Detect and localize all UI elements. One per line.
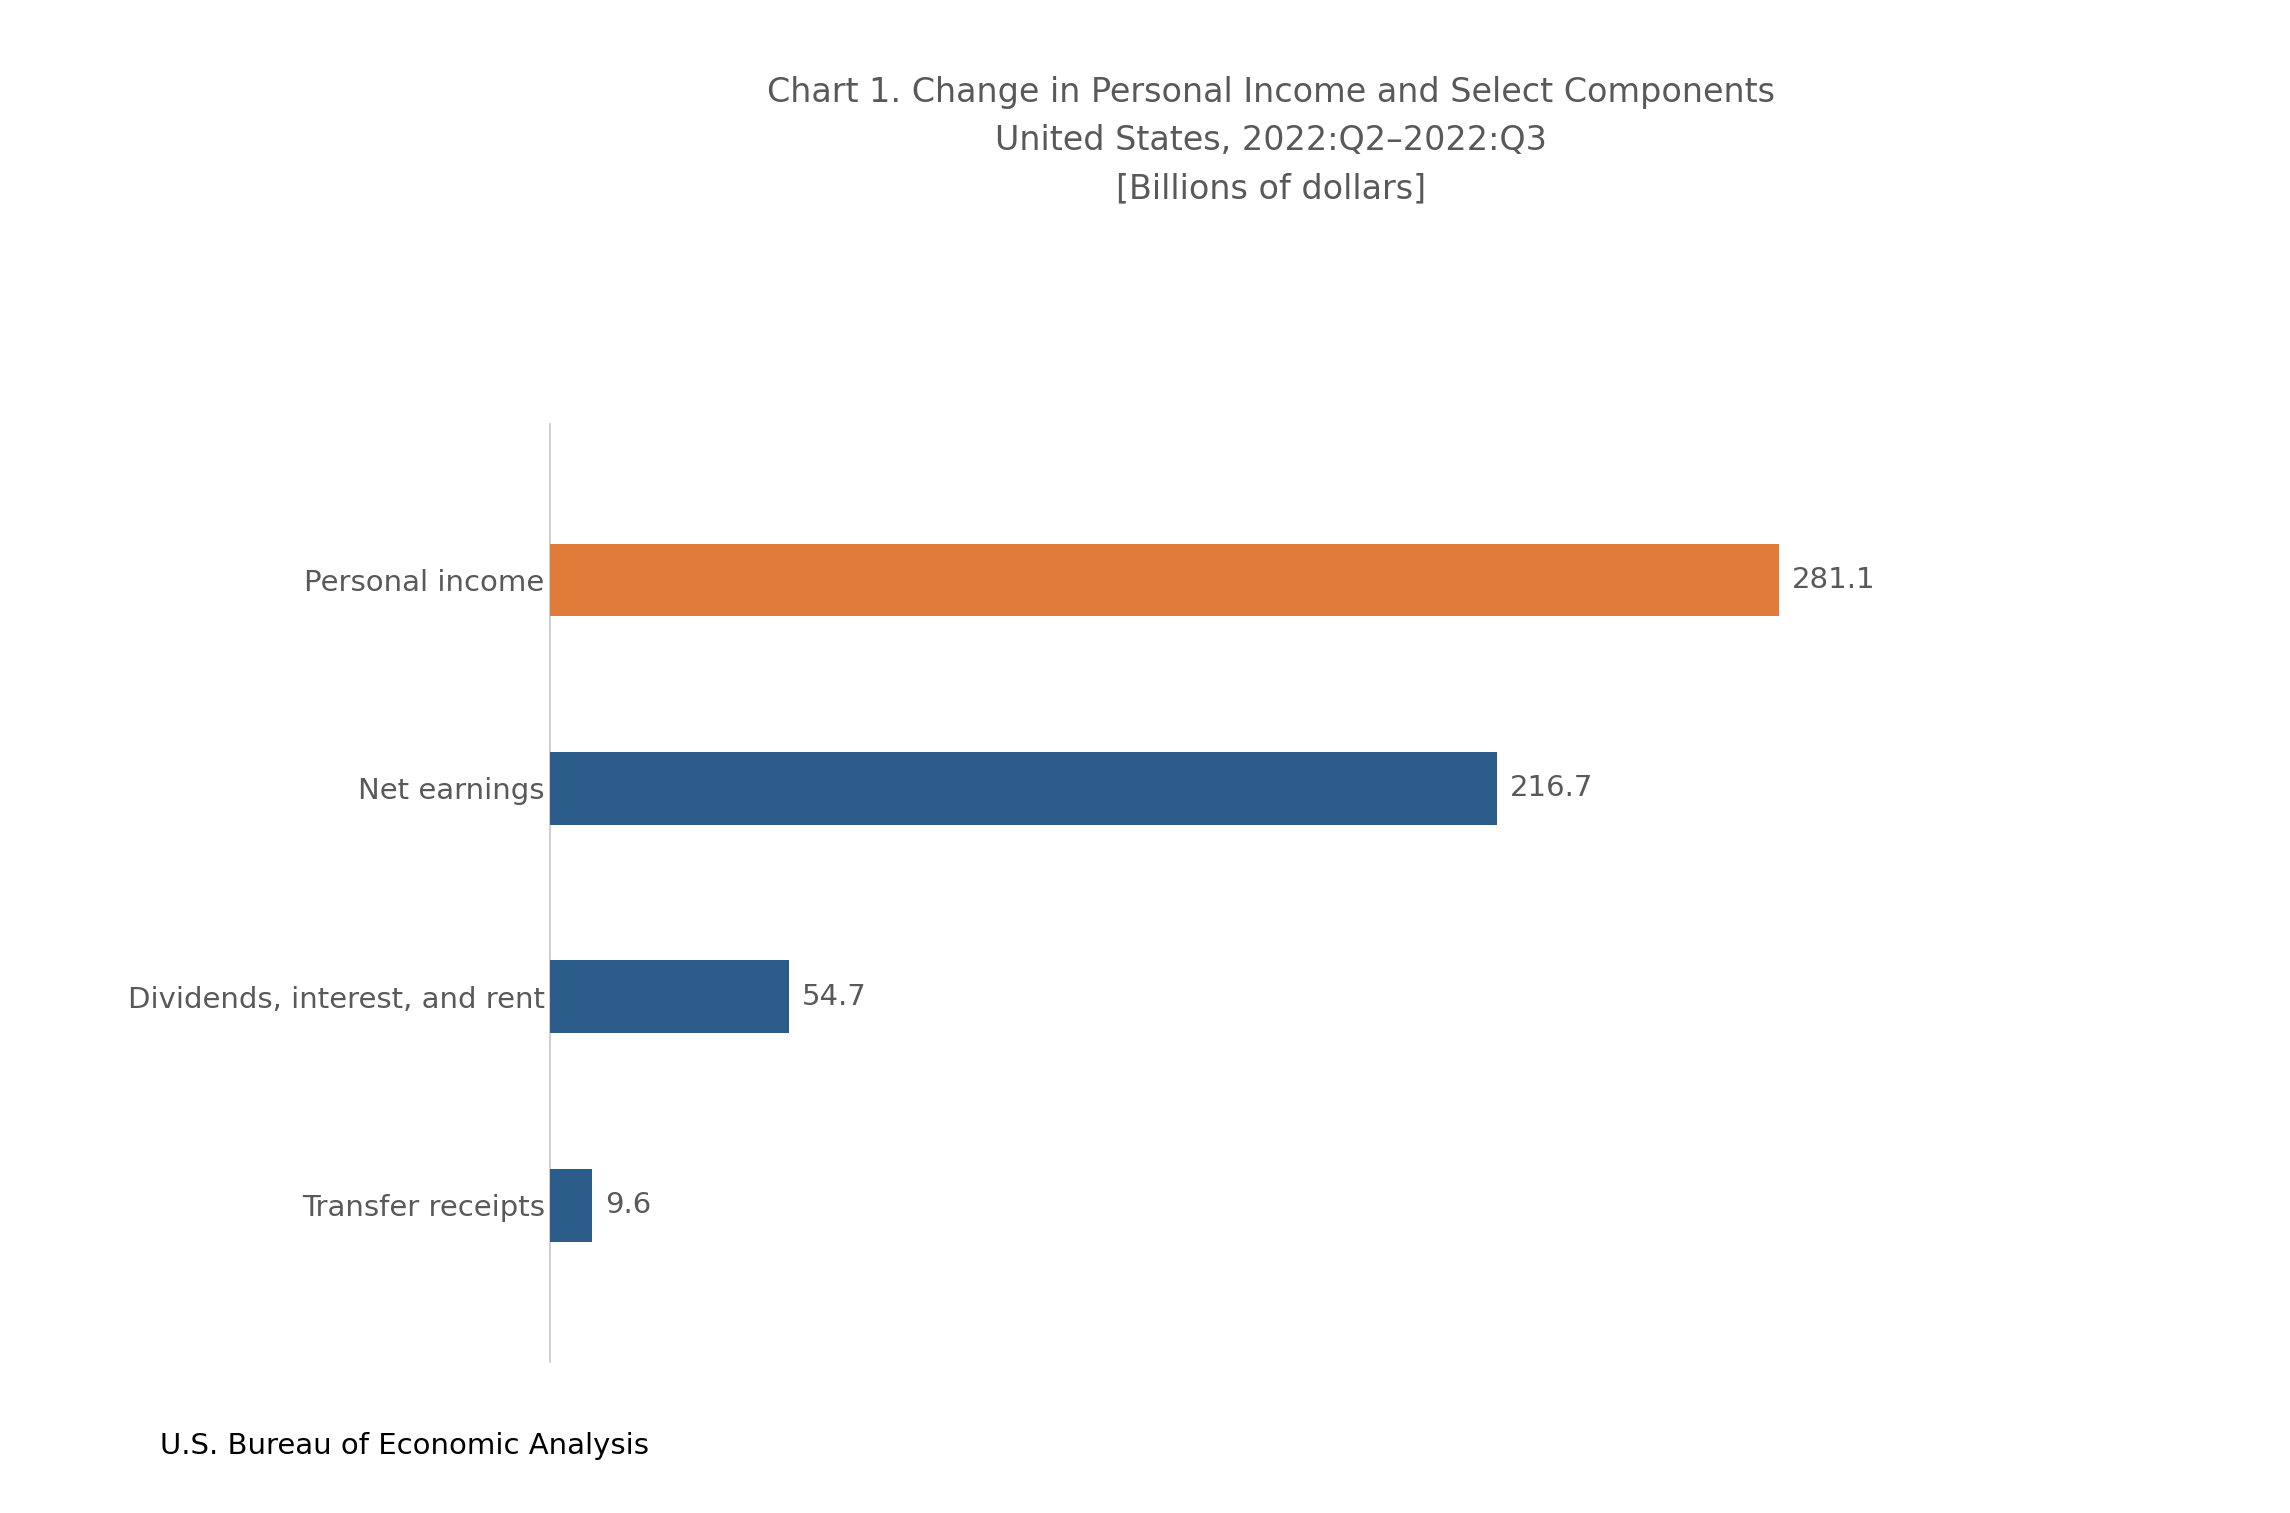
Text: U.S. Bureau of Economic Analysis: U.S. Bureau of Economic Analysis	[160, 1431, 650, 1460]
Text: 216.7: 216.7	[1509, 775, 1594, 802]
Text: 9.6: 9.6	[605, 1191, 650, 1219]
Text: Chart 1. Change in Personal Income and Select Components
United States, 2022:Q2–: Chart 1. Change in Personal Income and S…	[767, 76, 1775, 206]
Text: 54.7: 54.7	[802, 983, 866, 1011]
Bar	[550, 961, 788, 1033]
Text: 281.1: 281.1	[1791, 566, 1876, 595]
Bar	[550, 752, 1498, 825]
Bar	[550, 1170, 591, 1242]
Bar	[550, 543, 1779, 616]
